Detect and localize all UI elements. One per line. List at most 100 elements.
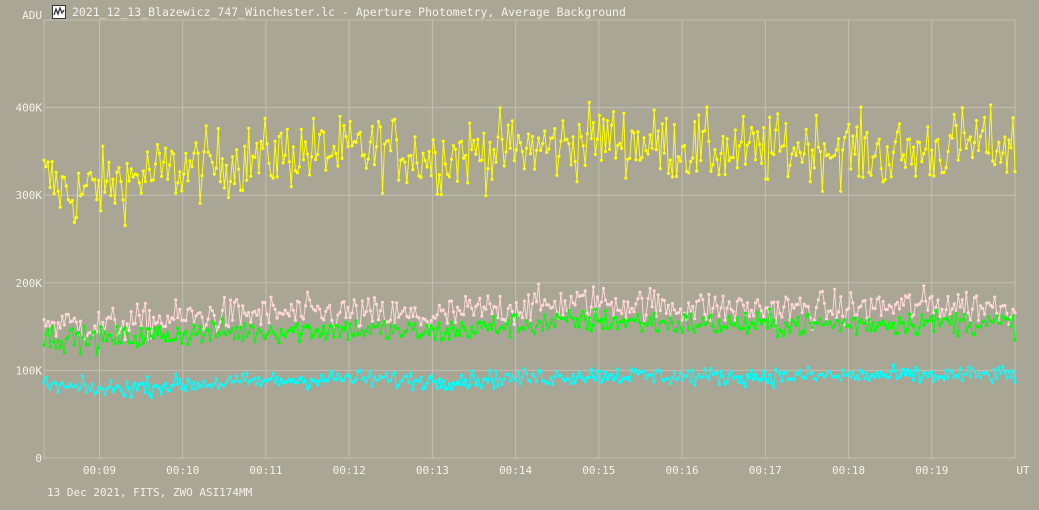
data-point bbox=[310, 304, 314, 308]
data-point bbox=[149, 395, 153, 399]
data-point bbox=[178, 307, 182, 311]
data-point bbox=[589, 136, 593, 141]
data-point bbox=[275, 336, 279, 340]
data-point bbox=[877, 137, 881, 141]
data-point bbox=[926, 375, 930, 379]
data-point bbox=[903, 373, 908, 377]
data-point bbox=[443, 331, 447, 335]
data-point bbox=[52, 192, 56, 196]
data-point bbox=[401, 157, 405, 161]
data-point bbox=[468, 121, 472, 125]
data-point bbox=[585, 132, 589, 136]
data-point bbox=[978, 134, 983, 138]
data-point bbox=[111, 390, 115, 394]
data-point bbox=[926, 308, 930, 312]
data-point bbox=[1003, 303, 1007, 308]
data-point bbox=[72, 343, 76, 347]
data-point bbox=[632, 310, 636, 314]
data-point bbox=[462, 156, 466, 160]
data-point bbox=[265, 380, 269, 384]
data-point bbox=[101, 144, 105, 148]
data-point bbox=[133, 334, 137, 338]
data-point bbox=[634, 318, 638, 323]
data-point bbox=[709, 313, 713, 317]
data-point bbox=[389, 318, 393, 322]
data-point bbox=[275, 375, 279, 379]
data-point bbox=[267, 161, 271, 165]
data-point bbox=[113, 201, 117, 205]
data-point bbox=[605, 119, 610, 123]
data-point bbox=[727, 372, 731, 376]
data-point bbox=[514, 313, 518, 317]
data-point bbox=[543, 129, 547, 133]
data-point bbox=[455, 380, 460, 384]
data-point bbox=[944, 368, 948, 372]
data-point bbox=[672, 123, 677, 127]
data-point bbox=[636, 130, 640, 134]
x-tick-label: 00:16 bbox=[666, 464, 699, 477]
data-point bbox=[792, 306, 796, 310]
data-point bbox=[133, 381, 137, 385]
data-point bbox=[828, 309, 833, 313]
data-point bbox=[326, 379, 330, 383]
data-point bbox=[401, 378, 405, 382]
data-point bbox=[490, 377, 494, 381]
data-point bbox=[91, 382, 95, 386]
data-point bbox=[212, 321, 216, 325]
data-point bbox=[299, 314, 303, 318]
data-point bbox=[599, 158, 604, 162]
data-point bbox=[603, 149, 608, 154]
data-point bbox=[318, 307, 322, 311]
data-point bbox=[753, 158, 758, 162]
data-point bbox=[482, 131, 486, 135]
data-point bbox=[409, 306, 413, 310]
data-point bbox=[299, 332, 303, 336]
data-point bbox=[198, 311, 202, 315]
data-point bbox=[678, 159, 683, 163]
data-point bbox=[654, 314, 658, 318]
data-point bbox=[117, 166, 121, 170]
data-point bbox=[711, 163, 715, 167]
data-point bbox=[559, 373, 563, 377]
data-point bbox=[273, 380, 277, 384]
data-point bbox=[999, 160, 1003, 164]
data-point bbox=[881, 319, 885, 323]
data-point bbox=[80, 374, 85, 378]
data-point bbox=[101, 387, 105, 392]
data-point bbox=[652, 380, 656, 384]
data-point bbox=[415, 334, 419, 338]
data-point bbox=[228, 331, 233, 335]
data-point bbox=[533, 375, 537, 379]
data-point bbox=[889, 305, 893, 309]
data-point bbox=[541, 303, 545, 307]
data-point bbox=[855, 313, 859, 317]
data-point bbox=[802, 331, 806, 336]
data-point bbox=[1011, 116, 1015, 120]
data-point bbox=[595, 137, 600, 141]
data-point bbox=[818, 317, 823, 321]
data-point bbox=[571, 135, 575, 139]
data-point bbox=[693, 383, 697, 387]
data-point bbox=[814, 378, 818, 382]
data-point bbox=[526, 325, 531, 329]
data-point bbox=[413, 322, 417, 326]
data-point bbox=[502, 327, 506, 331]
data-point bbox=[453, 320, 458, 324]
data-point bbox=[115, 170, 119, 174]
data-point bbox=[1007, 369, 1011, 373]
data-point bbox=[668, 316, 673, 320]
data-point bbox=[936, 298, 940, 302]
data-point bbox=[654, 148, 658, 152]
data-point bbox=[326, 306, 330, 310]
data-point bbox=[249, 174, 253, 178]
data-point bbox=[137, 313, 141, 317]
data-point bbox=[52, 340, 56, 344]
data-point bbox=[770, 151, 774, 155]
data-point bbox=[585, 327, 589, 331]
data-point bbox=[273, 139, 277, 143]
data-point bbox=[374, 302, 379, 306]
data-point bbox=[668, 158, 673, 162]
grid-layer bbox=[43, 19, 1016, 459]
data-point bbox=[616, 367, 620, 371]
